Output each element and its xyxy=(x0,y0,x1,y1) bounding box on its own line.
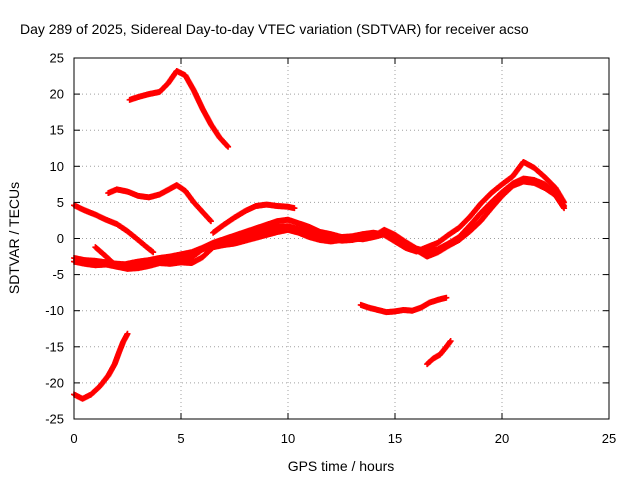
series-arc-g xyxy=(210,201,298,236)
y-tick-label-7: 10 xyxy=(50,159,64,174)
y-tick-label-1: -20 xyxy=(45,375,64,390)
y-tick-label-6: 5 xyxy=(57,195,64,210)
point-arc-i-end xyxy=(447,338,454,345)
y-tick-label-4: -5 xyxy=(52,267,64,282)
y-tick-label-2: -15 xyxy=(45,339,64,354)
point-arc-a-end xyxy=(225,143,232,150)
point-arc-c-end xyxy=(150,249,157,256)
series-arc-e xyxy=(71,158,568,270)
chart-title: Day 289 of 2025, Sidereal Day-to-day VTE… xyxy=(20,21,529,37)
point-arc-f-end xyxy=(561,205,568,212)
x-tick-label-1: 5 xyxy=(177,431,184,446)
x-tick-label-4: 20 xyxy=(495,431,509,446)
y-tick-label-5: 0 xyxy=(57,231,64,246)
series-arc-b xyxy=(105,182,214,225)
x-tick-label-5: 25 xyxy=(602,431,616,446)
series-arc-i xyxy=(424,338,454,368)
series-arc-c xyxy=(71,202,157,256)
y-tick-label-3: -10 xyxy=(45,303,64,318)
y-tick-label-8: 15 xyxy=(50,123,64,138)
point-arc-g-end xyxy=(291,205,298,212)
x-tick-label-3: 15 xyxy=(388,431,402,446)
axis-ticks: 0 5 10 15 20 25 -25 -20 -15 -10 -5 0 5 10 15 20 25 xyxy=(45,51,616,447)
y-tick-label-10: 25 xyxy=(50,51,64,66)
series-arc-f xyxy=(92,178,568,272)
point-arc-b-end xyxy=(207,218,214,225)
data-series xyxy=(71,67,568,402)
series-arc-h xyxy=(357,294,450,316)
point-arc-h-end xyxy=(443,294,450,301)
x-tick-label-2: 10 xyxy=(281,431,295,446)
y-tick-label-9: 20 xyxy=(50,87,64,102)
series-arc-j xyxy=(71,330,131,402)
y-tick-label-0: -25 xyxy=(45,412,64,427)
y-axis-label: SDTVAR / TECUs xyxy=(6,182,22,294)
point-arc-j-end xyxy=(124,330,131,337)
series-arc-a xyxy=(126,67,232,150)
x-axis-label: GPS time / hours xyxy=(288,458,395,474)
x-tick-label-0: 0 xyxy=(70,431,77,446)
